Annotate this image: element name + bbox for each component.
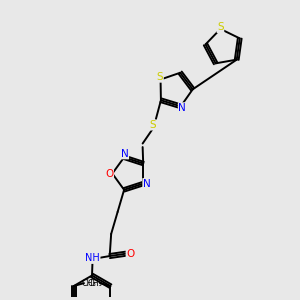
- Text: NH: NH: [85, 254, 100, 263]
- Text: N: N: [121, 149, 129, 159]
- Text: CH₃: CH₃: [88, 279, 102, 288]
- Text: N: N: [178, 103, 186, 113]
- Text: S: S: [157, 72, 163, 82]
- Text: O: O: [105, 169, 113, 178]
- Text: S: S: [217, 22, 224, 32]
- Text: CH₃: CH₃: [82, 279, 97, 288]
- Text: N: N: [143, 178, 151, 189]
- Text: S: S: [150, 120, 156, 130]
- Text: O: O: [126, 249, 134, 259]
